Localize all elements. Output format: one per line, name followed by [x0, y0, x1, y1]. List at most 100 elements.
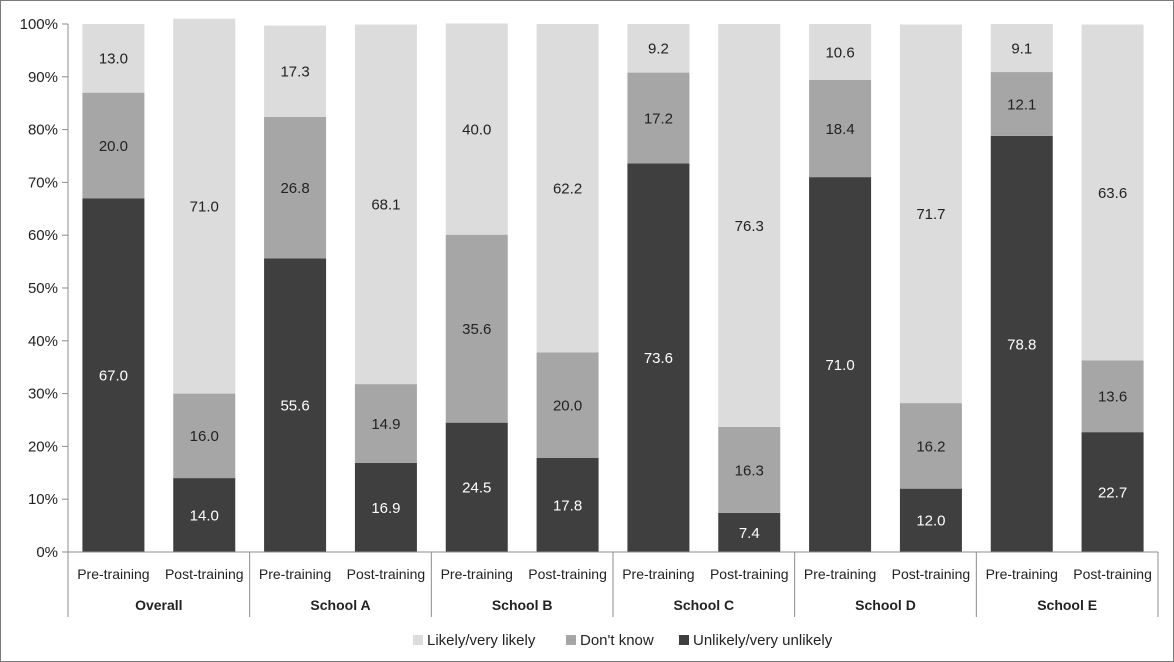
data-label: 18.4: [825, 121, 854, 138]
bar-segment: [173, 18, 236, 394]
bar-segment: [809, 24, 872, 80]
legend-swatch: [413, 635, 423, 645]
x-group-label: School B: [492, 597, 553, 613]
x-sub-label: Post-training: [165, 566, 244, 582]
data-label: 12.1: [1007, 96, 1036, 113]
y-tick-label: 20%: [28, 438, 58, 455]
data-label: 9.1: [1011, 40, 1032, 57]
bar-segment: [173, 478, 236, 552]
bar-segment: [1081, 432, 1144, 552]
data-label: 10.6: [825, 44, 854, 61]
data-label: 71.0: [825, 357, 854, 374]
data-label: 24.5: [462, 480, 491, 497]
data-label: 78.8: [1007, 336, 1036, 353]
data-label: 13.0: [99, 51, 128, 68]
bar-segment: [1081, 360, 1144, 433]
y-tick-label: 40%: [28, 333, 58, 350]
x-group-label: Overall: [135, 597, 182, 613]
x-group-label: School E: [1037, 597, 1097, 613]
legend-label: Unlikely/very unlikely: [693, 632, 833, 649]
data-label: 17.3: [280, 64, 309, 81]
x-sub-label: Post-training: [892, 566, 971, 582]
bar-segment: [990, 72, 1053, 136]
bar-segment: [354, 462, 417, 552]
bar-segment: [990, 24, 1053, 73]
data-label: 9.2: [648, 41, 669, 58]
bar-segment: [899, 488, 962, 552]
x-sub-label: Pre-training: [622, 566, 694, 582]
bar-segment: [990, 135, 1053, 552]
x-axis: Pre-training Post-training Pre-training Pos…: [67, 551, 1159, 617]
data-label: 7.4: [739, 525, 760, 542]
data-label: 17.2: [644, 110, 673, 127]
data-label: 20.0: [99, 138, 128, 155]
y-tick-label: 30%: [28, 386, 58, 403]
data-label: 40.0: [462, 121, 491, 138]
data-label: 71.0: [190, 199, 219, 216]
y-axis: 0% 10% 20% 30% 40% 50% 60% 70% 80% 90% 100%: [20, 16, 69, 561]
data-label: 62.2: [553, 181, 582, 198]
y-tick-label: 70%: [28, 174, 58, 191]
bar-segment: [899, 24, 962, 404]
bar-segment: [718, 512, 781, 552]
bar-segment: [536, 352, 599, 459]
data-label: 68.1: [371, 197, 400, 214]
bar-area: 67.0 20.0 13.0 14.0 16.0 71.0 55.6 26.8 17.3 16.9…: [82, 18, 1144, 553]
bar-segment: [627, 24, 690, 73]
y-tick-label: 100%: [20, 16, 58, 33]
bar-segment: [809, 79, 872, 178]
y-tick-label: 60%: [28, 227, 58, 244]
data-label: 26.8: [280, 180, 309, 197]
y-tick-label: 90%: [28, 69, 58, 86]
bar-segment: [627, 163, 690, 552]
x-sub-label: Pre-training: [804, 566, 876, 582]
data-label: 55.6: [280, 398, 309, 415]
data-label: 20.0: [553, 398, 582, 415]
y-tick-label: 50%: [28, 280, 58, 297]
bar-segment: [445, 23, 508, 235]
x-sub-label: Post-training: [528, 566, 607, 582]
bar-segment: [536, 458, 599, 552]
data-label: 35.6: [462, 321, 491, 338]
bar-segment: [809, 177, 872, 552]
x-sub-label: Post-training: [1073, 566, 1152, 582]
data-label: 16.9: [371, 500, 400, 517]
data-label: 71.7: [916, 206, 945, 223]
data-label: 17.8: [553, 497, 582, 514]
bar-segment: [264, 258, 327, 552]
data-label: 14.9: [371, 416, 400, 433]
bar-segment: [354, 24, 417, 385]
y-tick-label: 0%: [36, 544, 58, 561]
bar-segment: [82, 92, 145, 199]
data-label: 12.0: [916, 513, 945, 530]
bar-segment: [82, 198, 145, 553]
x-group-label: School A: [310, 597, 370, 613]
legend-swatch: [566, 635, 576, 645]
x-group-label: School C: [673, 597, 734, 613]
bar-segment: [536, 24, 599, 353]
data-label: 22.7: [1098, 484, 1127, 501]
legend-label: Don't know: [580, 632, 654, 649]
data-label: 63.6: [1098, 185, 1127, 202]
legend: Likely/very likely Don't know Unlikely/ver…: [413, 632, 833, 649]
bar-segment: [445, 234, 508, 423]
data-label: 13.6: [1098, 389, 1127, 406]
x-sub-label: Pre-training: [259, 566, 331, 582]
legend-swatch: [679, 635, 689, 645]
x-sub-label: Pre-training: [77, 566, 149, 582]
bar-segment: [718, 426, 781, 513]
data-label: 14.0: [190, 507, 219, 524]
bar-segment: [627, 72, 690, 164]
bar-segment: [899, 403, 962, 489]
bar-segment: [718, 24, 781, 427]
data-label: 76.3: [735, 218, 764, 235]
x-sub-label: Post-training: [347, 566, 426, 582]
y-tick-label: 80%: [28, 122, 58, 139]
x-sub-label: Post-training: [710, 566, 789, 582]
data-label: 16.0: [190, 428, 219, 445]
data-label: 73.6: [644, 350, 673, 367]
bar-segment: [264, 25, 327, 117]
data-label: 16.3: [735, 462, 764, 479]
